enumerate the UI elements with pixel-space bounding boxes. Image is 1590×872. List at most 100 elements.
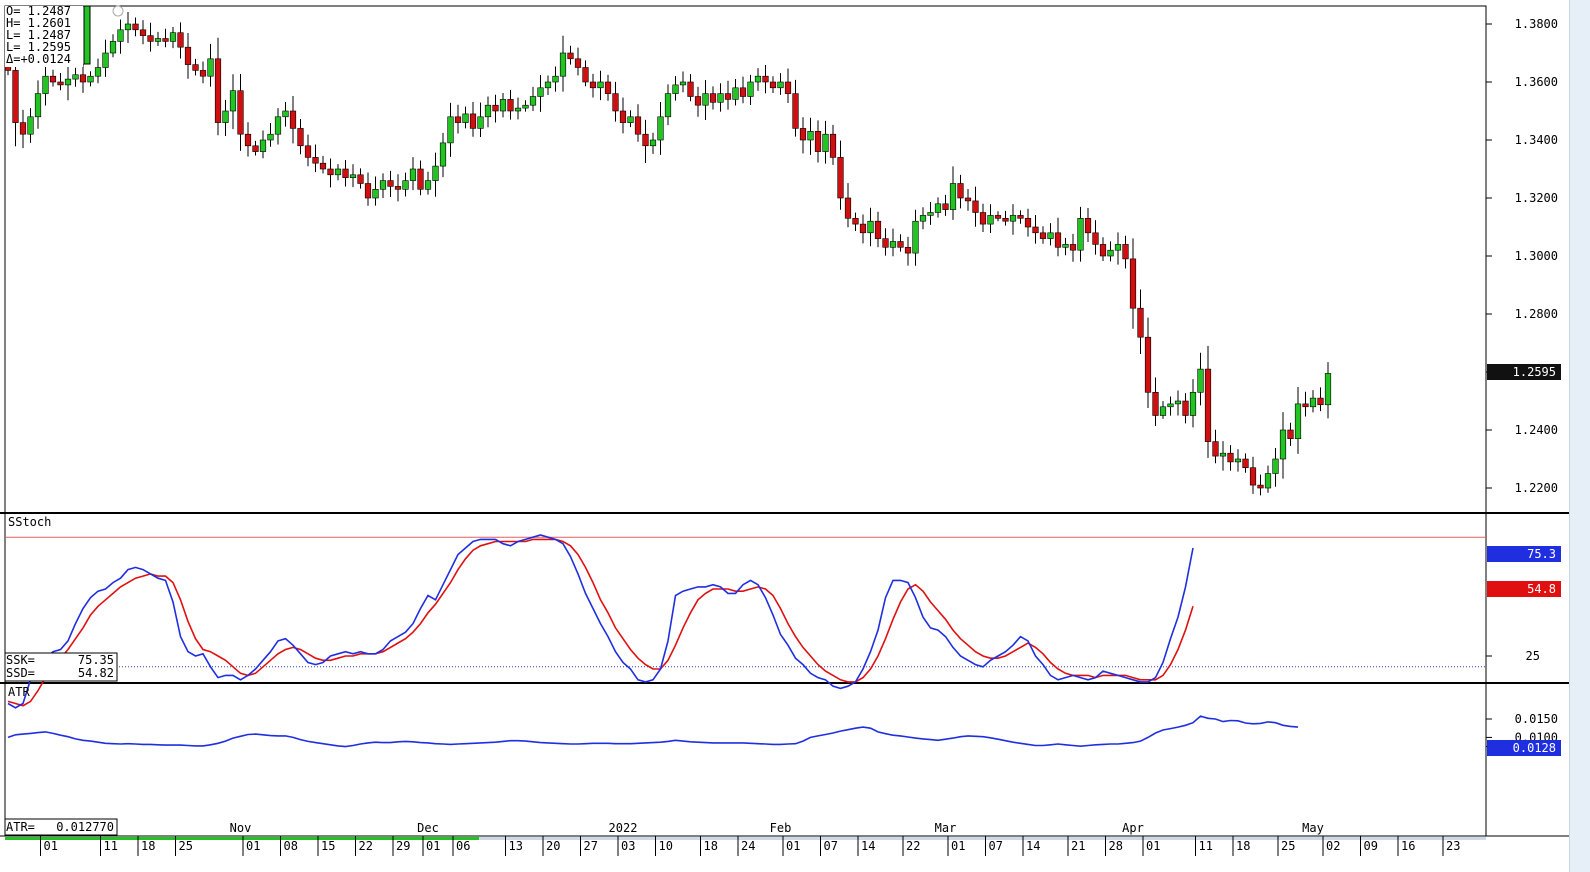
date-tick-label: 14 [1026, 839, 1040, 853]
candle-body [1302, 403, 1309, 408]
candle-body [672, 84, 679, 94]
date-tick-label: 03 [621, 839, 635, 853]
candle-body [432, 165, 439, 181]
candle-body [582, 67, 589, 83]
candle-body [117, 29, 124, 42]
candle-body [1257, 484, 1264, 489]
candle-body [739, 87, 747, 97]
date-tick-label: 22 [359, 839, 373, 853]
candle-series [4, 11, 1332, 496]
date-tick-label: 29 [396, 839, 410, 853]
candle-body [1309, 397, 1317, 408]
pane-control-icon[interactable] [112, 5, 124, 17]
candle-body [1069, 244, 1077, 251]
candle-body [1024, 218, 1032, 228]
date-tick-label: 02 [1326, 839, 1340, 853]
candle-body [192, 64, 199, 71]
date-tick-label: 11 [1199, 839, 1213, 853]
candle-body [1107, 249, 1114, 257]
ohlc-readout-box [5, 6, 83, 67]
candle-body [664, 93, 672, 118]
candle-body [1002, 218, 1009, 222]
candle-body [1099, 244, 1107, 257]
ssk-value: 75.35 [78, 653, 114, 667]
candle-body [717, 93, 724, 103]
candle-body [1279, 429, 1287, 460]
candle-body [1039, 232, 1047, 239]
candle-body [1272, 458, 1279, 474]
price-tick-label: 1.2800 [1515, 307, 1558, 321]
date-tick-label: 25 [179, 839, 193, 853]
candle-body [1084, 218, 1092, 234]
candle-body [1122, 244, 1129, 260]
scroll-marker[interactable] [83, 5, 91, 65]
candle-body [439, 142, 447, 167]
candle-body [274, 116, 282, 135]
candle-body [912, 220, 919, 254]
time-range-bar [479, 837, 1486, 840]
candle-body [19, 122, 27, 135]
last-price-badge [1487, 364, 1561, 380]
date-tick-label: 07 [989, 839, 1003, 853]
candle-body [199, 70, 207, 77]
candle-body [634, 116, 642, 135]
time-range-bar [5, 837, 479, 840]
candle-body [612, 93, 619, 112]
candle-body [379, 180, 387, 190]
candle-body [72, 74, 79, 80]
candle-body [514, 107, 522, 112]
candle-body [649, 139, 657, 147]
date-tick-label: 20 [546, 839, 560, 853]
candle-body [919, 215, 927, 222]
candle-body [492, 104, 499, 112]
date-tick-label: 18 [704, 839, 718, 853]
candle-body [1189, 391, 1197, 416]
candle-body [42, 75, 49, 94]
candle-body [132, 23, 139, 31]
candle-body [267, 133, 274, 141]
candle-body [964, 197, 972, 202]
candle-body [454, 116, 462, 123]
date-tick-label: 18 [141, 839, 155, 853]
candle-body [237, 90, 244, 135]
candle-body [94, 67, 102, 77]
candle-body [822, 133, 829, 152]
candle-body [874, 220, 882, 239]
candle-body [289, 110, 297, 129]
candle-body [402, 180, 409, 190]
candle-body [222, 110, 229, 123]
candle-body [829, 133, 837, 158]
price-tick-label: 1.3600 [1515, 75, 1558, 89]
candle-body [1174, 400, 1182, 405]
candle-body [327, 168, 334, 176]
candle-body [574, 58, 582, 68]
candle-body [769, 81, 777, 89]
candle-body [417, 168, 424, 190]
atr-title: ATR [8, 685, 30, 699]
candle-body [507, 99, 514, 112]
candle-body [334, 168, 342, 176]
date-tick-label: 01 [951, 839, 965, 853]
date-tick-label: 15 [321, 839, 335, 853]
date-tick-label: 01 [426, 839, 440, 853]
atr-badge [1487, 740, 1561, 756]
candle-body [139, 29, 147, 36]
ssk-line [7, 534, 1194, 709]
candle-body [1204, 368, 1212, 442]
candle-body [462, 113, 469, 123]
ohlc-change: Δ=+0.0124 [6, 52, 71, 66]
candle-body [297, 128, 304, 147]
candle-body [529, 96, 537, 106]
candle-body [12, 70, 19, 123]
date-tick-label: 22 [906, 839, 920, 853]
candle-body [1144, 336, 1152, 393]
candle-body [559, 52, 567, 77]
candle-body [1137, 307, 1144, 338]
candle-body [904, 247, 912, 254]
date-tick-label: 01 [1146, 839, 1160, 853]
date-tick-label: 09 [1364, 839, 1378, 853]
atr-value: 0.012770 [56, 820, 114, 834]
candle-body [837, 157, 844, 199]
stoch-tick-label: 25 [1526, 649, 1540, 663]
candle-body [544, 81, 552, 89]
